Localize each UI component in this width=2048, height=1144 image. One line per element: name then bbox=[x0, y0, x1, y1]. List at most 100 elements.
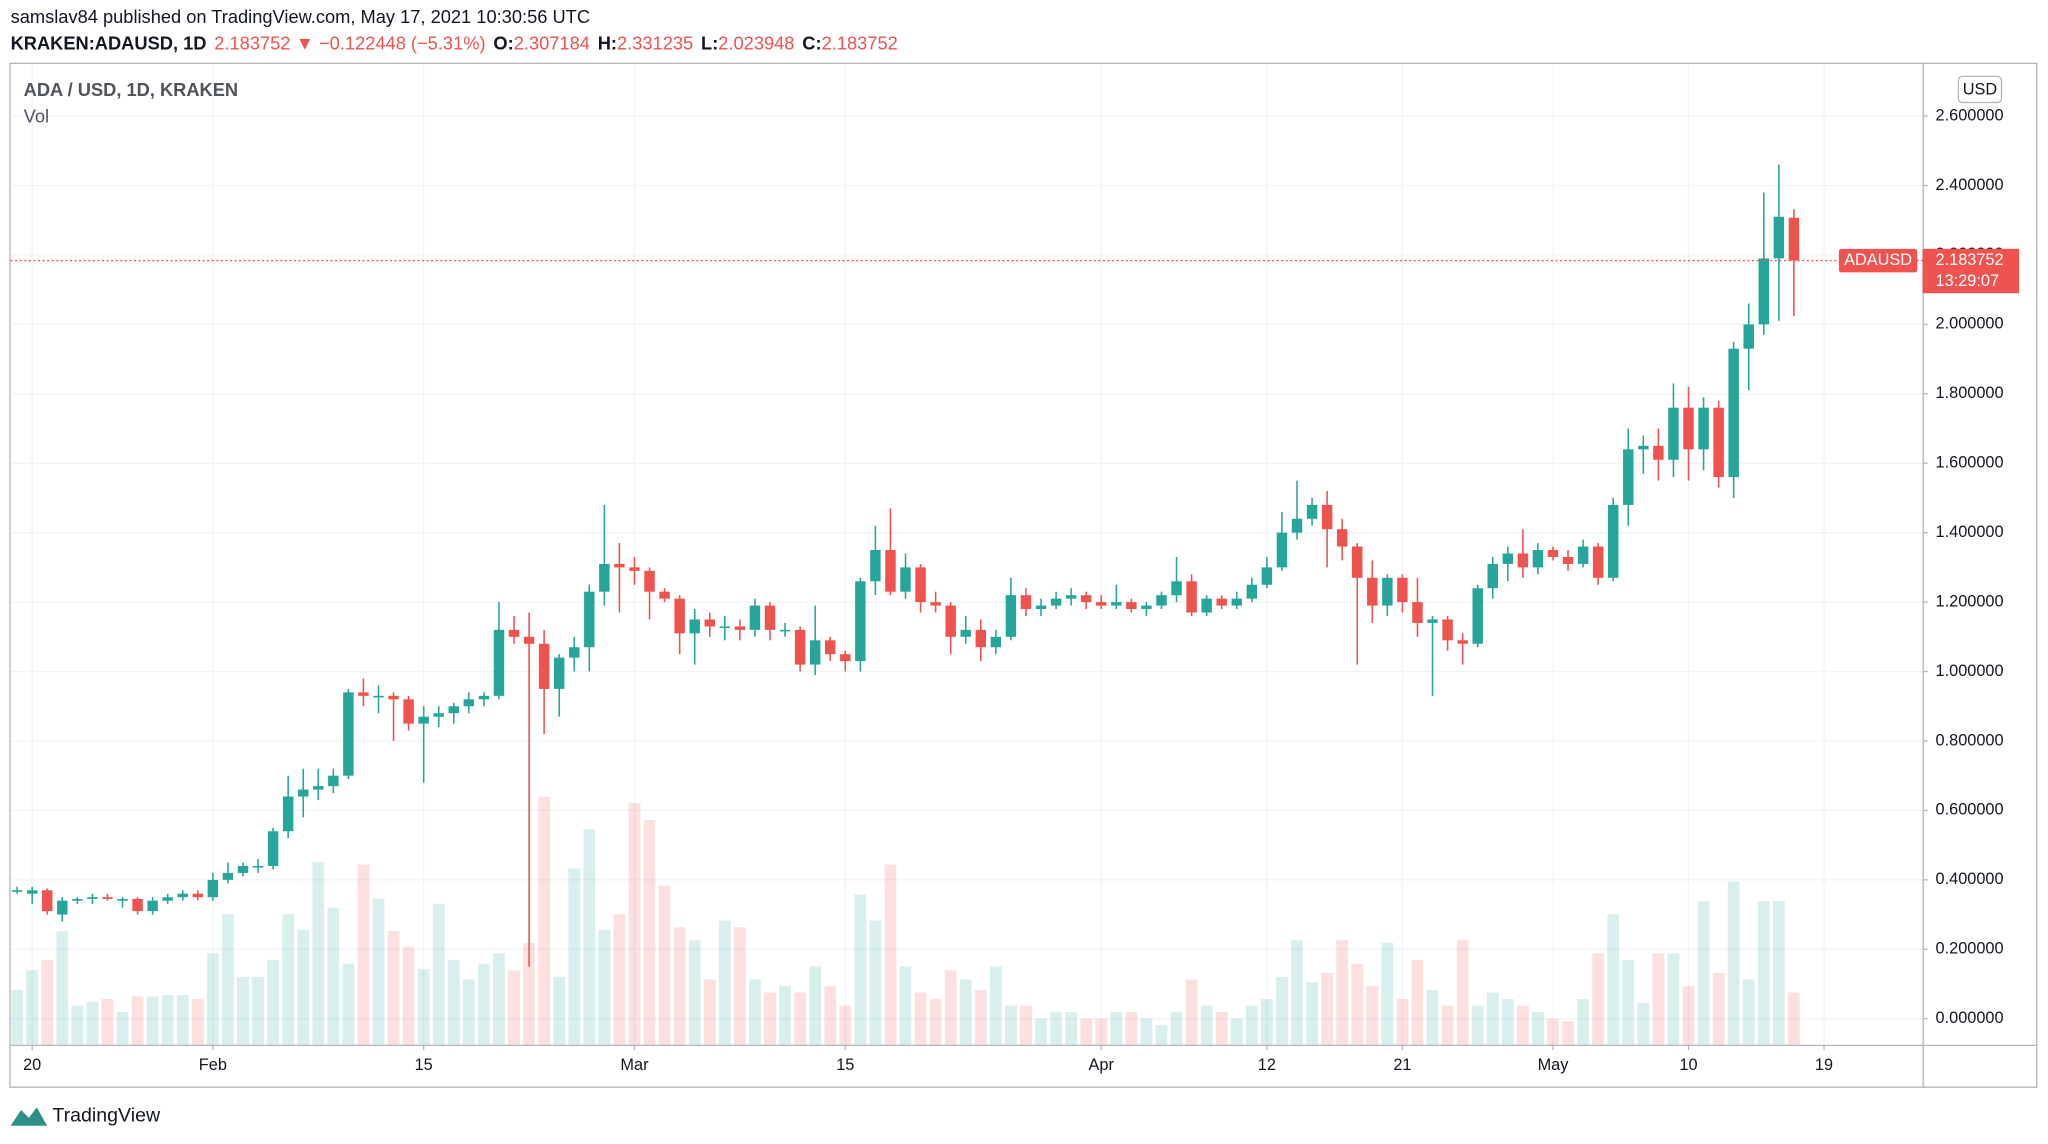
candle-body bbox=[237, 865, 249, 873]
y-tick-label: 1.200000 bbox=[1936, 592, 2004, 610]
candle-body bbox=[1020, 595, 1032, 610]
candle-body bbox=[162, 897, 173, 901]
candle-layer bbox=[11, 164, 1800, 967]
volume-bar bbox=[1185, 979, 1198, 1045]
x-tick-label: 15 bbox=[836, 1056, 854, 1074]
candle-body bbox=[1773, 216, 1785, 259]
volume-bar bbox=[41, 959, 54, 1045]
candle-body bbox=[343, 692, 354, 776]
candle-body bbox=[870, 550, 881, 582]
candle-body bbox=[1005, 595, 1017, 637]
volume-bar bbox=[1366, 985, 1379, 1045]
volume-bar bbox=[688, 940, 701, 1045]
candle-body bbox=[1623, 449, 1634, 505]
symbol: KRAKEN:ADAUSD, 1D bbox=[11, 32, 207, 53]
volume-bar bbox=[267, 959, 279, 1045]
y-tick-label: 0.600000 bbox=[1936, 801, 2004, 819]
volume-bar bbox=[1788, 992, 1800, 1045]
volume-bar bbox=[1456, 940, 1469, 1045]
volume-bar bbox=[1652, 953, 1665, 1045]
x-tick-label: 20 bbox=[23, 1056, 41, 1074]
volume-bar bbox=[237, 976, 249, 1045]
arrow: ▼ bbox=[296, 32, 314, 53]
last-price: 2.183752 bbox=[214, 32, 290, 53]
candle-body bbox=[358, 692, 369, 696]
volume-bar bbox=[191, 999, 204, 1045]
candle-body bbox=[1788, 217, 1800, 261]
candle-body bbox=[297, 789, 309, 797]
candle-body bbox=[1065, 595, 1077, 599]
volume-bar bbox=[1441, 1005, 1454, 1045]
volume-bar bbox=[929, 999, 942, 1045]
close-value: 2.183752 bbox=[822, 32, 898, 53]
candle-body bbox=[1547, 550, 1559, 557]
y-tick-label: 0.200000 bbox=[1936, 940, 2004, 958]
volume-bar bbox=[553, 976, 566, 1045]
volume-bar bbox=[11, 989, 23, 1045]
volume-bar bbox=[342, 963, 355, 1045]
volume-bar bbox=[1516, 1005, 1529, 1045]
candle-body bbox=[478, 695, 490, 700]
currency-button[interactable] bbox=[1957, 75, 2003, 104]
high-value: 2.331235 bbox=[617, 32, 693, 53]
volume-bar bbox=[583, 829, 596, 1045]
volume-bar bbox=[462, 979, 475, 1045]
volume-bar bbox=[432, 903, 445, 1045]
volume-bar bbox=[312, 861, 325, 1045]
candle-body bbox=[1457, 640, 1468, 644]
candle-body bbox=[1111, 602, 1122, 606]
candle-body bbox=[1246, 584, 1258, 599]
y-tick-label: 0.800000 bbox=[1936, 731, 2004, 749]
volume-bar bbox=[673, 927, 686, 1045]
candle-body bbox=[930, 602, 941, 606]
candle-body bbox=[42, 890, 53, 912]
candle-body bbox=[1412, 602, 1423, 623]
volume-bar bbox=[26, 970, 39, 1045]
volume-bar bbox=[252, 976, 264, 1045]
candle-body bbox=[975, 629, 987, 648]
volume-bar bbox=[884, 864, 897, 1045]
candle-body bbox=[719, 626, 731, 628]
chart-frame bbox=[9, 62, 2038, 1088]
high-label: H: bbox=[598, 32, 617, 53]
candle-body bbox=[388, 695, 399, 700]
candle-body bbox=[538, 643, 550, 689]
y-tick-label: 2.600000 bbox=[1936, 106, 2004, 124]
price-tag-label: 2.183752 bbox=[1936, 251, 2004, 269]
volume-bar bbox=[643, 820, 656, 1045]
candle-body bbox=[192, 893, 204, 898]
candle-body bbox=[1261, 567, 1273, 585]
candle-body bbox=[1592, 546, 1604, 578]
open-label: O: bbox=[493, 32, 513, 53]
y-tick-label: 0.400000 bbox=[1936, 870, 2004, 888]
volume-bar bbox=[749, 979, 761, 1045]
candle-body bbox=[1352, 546, 1363, 578]
volume-bar bbox=[86, 1001, 99, 1045]
volume-bar bbox=[357, 864, 370, 1045]
publisher: samslav84 published on TradingView.com, … bbox=[11, 6, 590, 27]
candle-body bbox=[840, 654, 851, 662]
volume-bar bbox=[1261, 999, 1273, 1045]
candle-body bbox=[1562, 556, 1574, 564]
candle-body bbox=[885, 550, 896, 592]
countdown: 13:29:07 bbox=[1936, 272, 2000, 290]
candle-body bbox=[614, 563, 625, 568]
candle-body bbox=[1156, 595, 1167, 606]
candle-body bbox=[132, 898, 143, 912]
volume-bar bbox=[1772, 901, 1785, 1045]
candle-body bbox=[102, 897, 113, 899]
candle-body bbox=[463, 699, 475, 707]
candle-body bbox=[1442, 619, 1453, 641]
candle-body bbox=[1758, 258, 1770, 325]
volume-bar bbox=[1155, 1025, 1168, 1045]
candle-body bbox=[599, 563, 610, 592]
change: −0.122448 (−5.31%) bbox=[319, 32, 486, 53]
volume-bar bbox=[1501, 999, 1514, 1045]
volume-bar bbox=[146, 996, 159, 1045]
volume-bar bbox=[222, 914, 234, 1045]
candle-body bbox=[1683, 407, 1694, 450]
volume-bar bbox=[1005, 1005, 1017, 1045]
candle-body bbox=[794, 629, 806, 665]
candle-body bbox=[915, 567, 926, 603]
volume-bar bbox=[1532, 1012, 1544, 1045]
